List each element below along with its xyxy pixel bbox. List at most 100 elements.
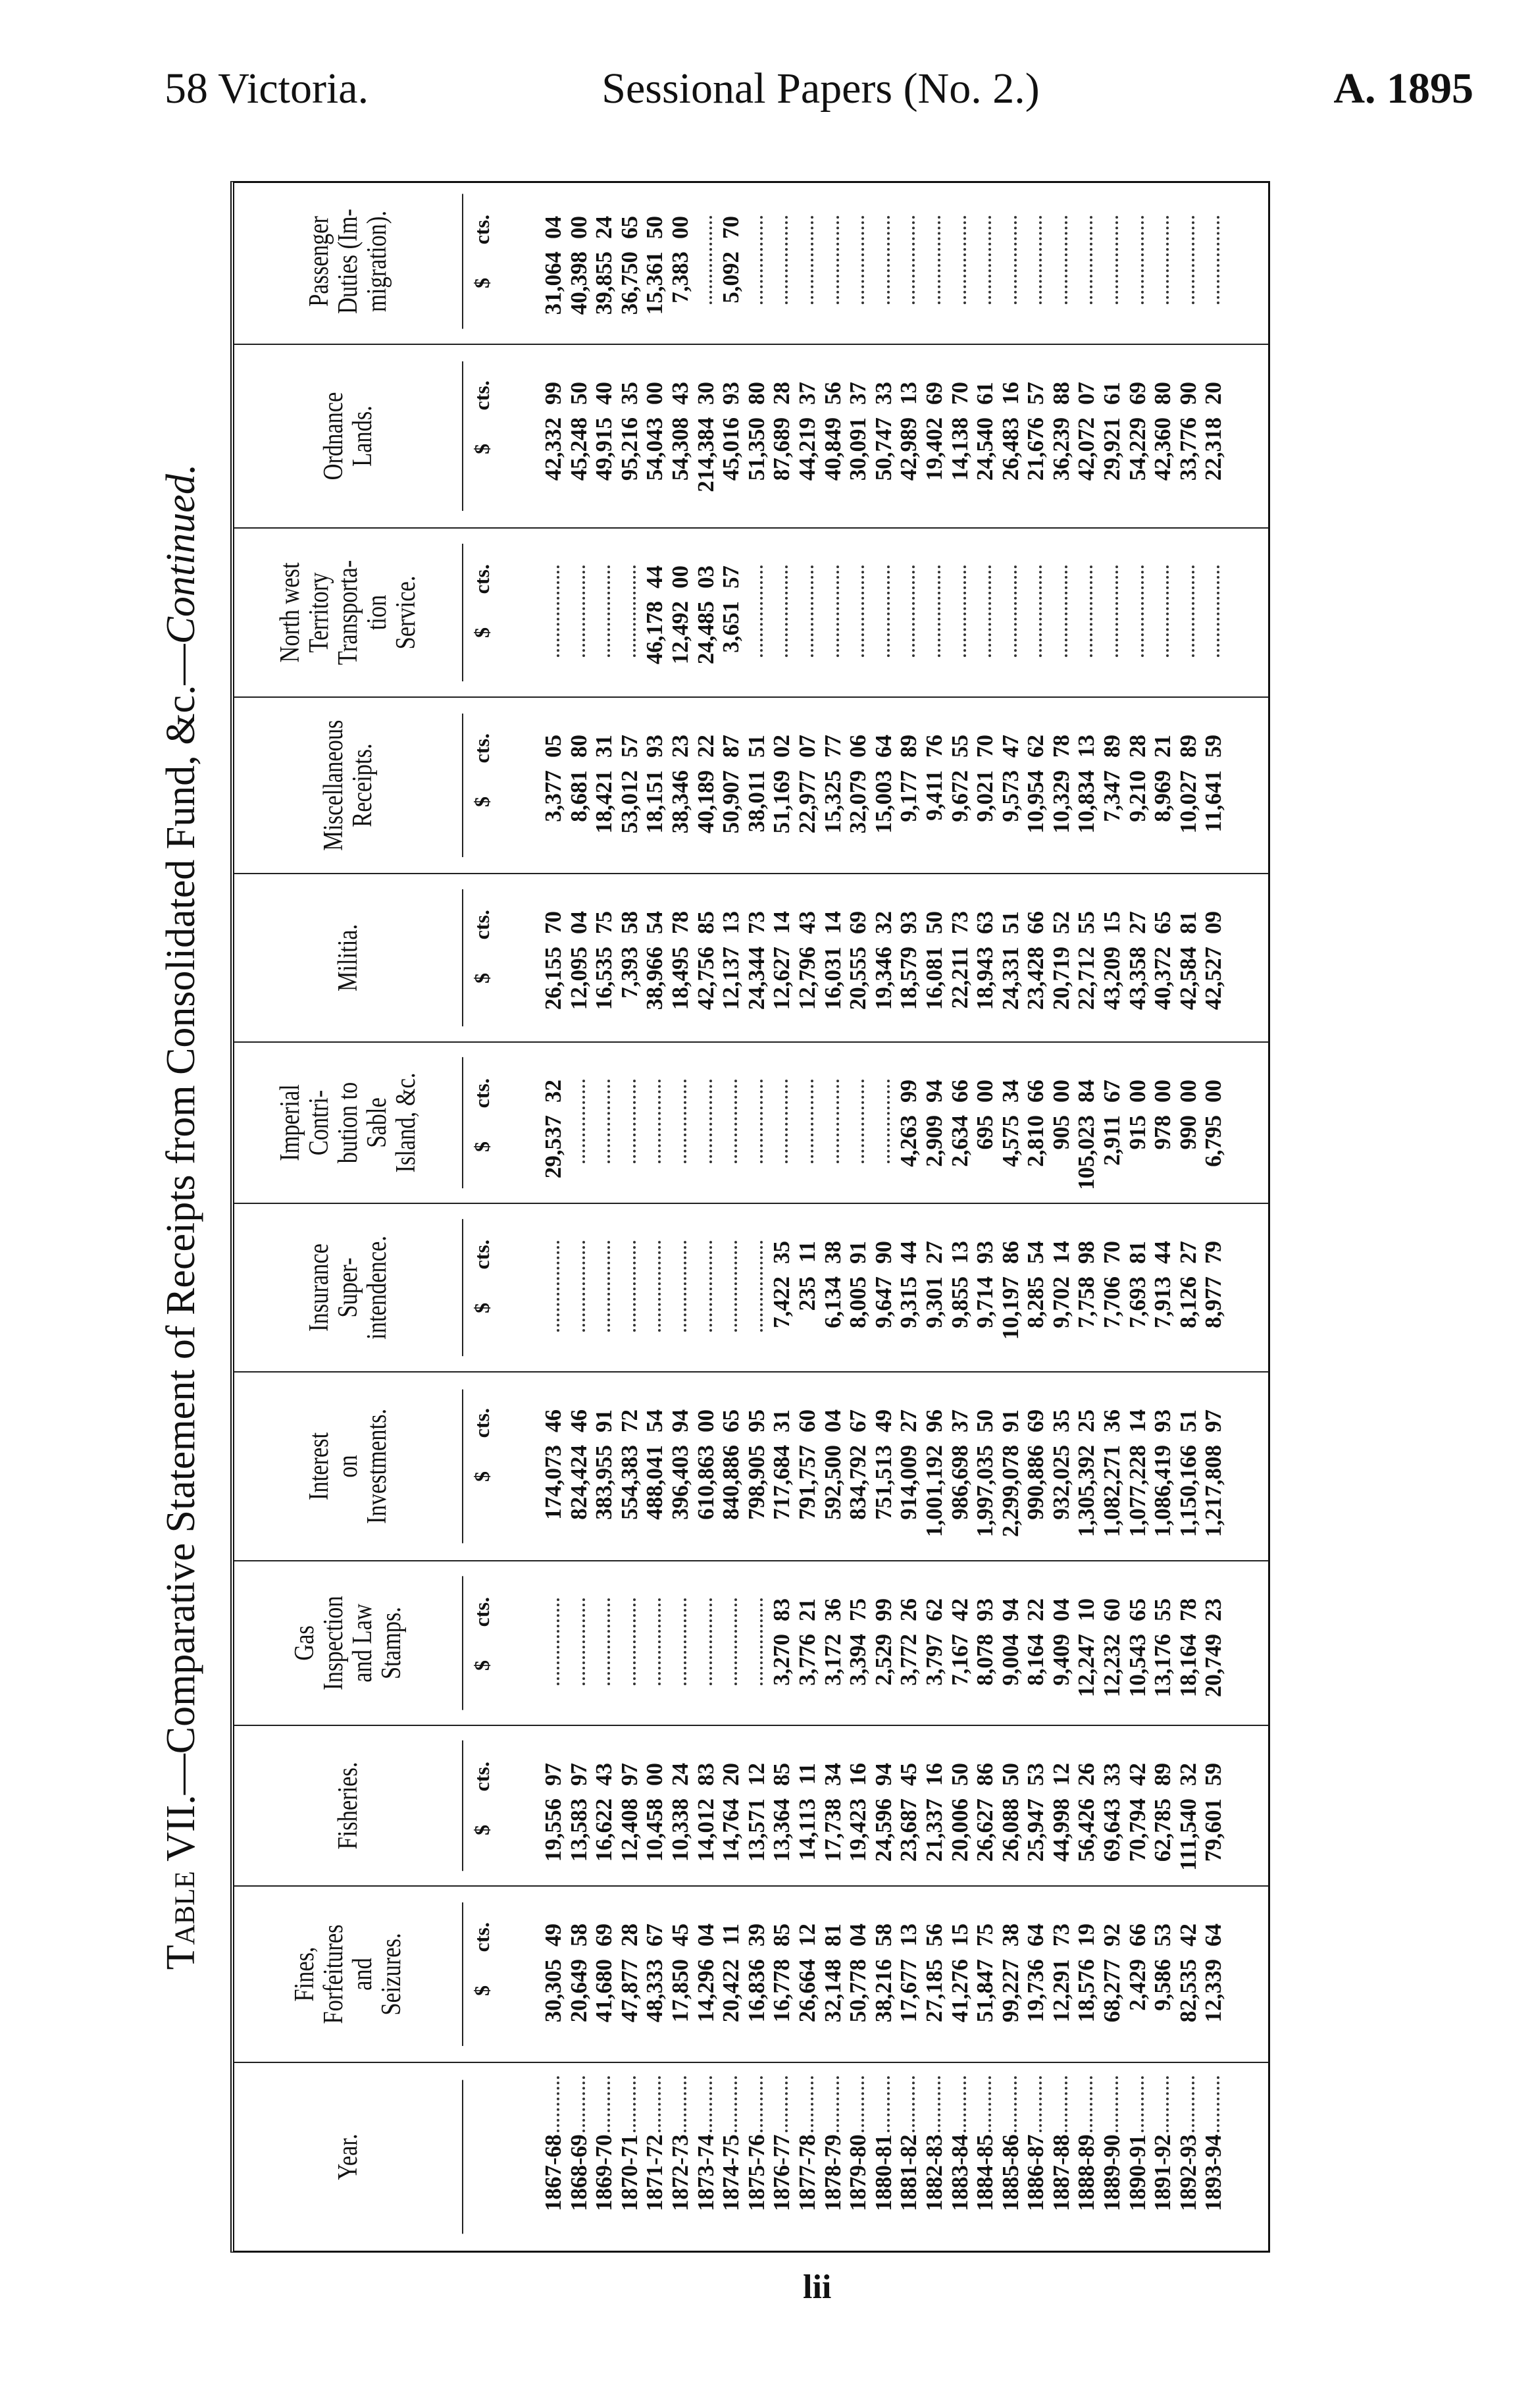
column-interest: Interest on Investments. $ cts. 174,073 46 82… bbox=[234, 1371, 1268, 1560]
dollars: 19,423 bbox=[845, 1798, 871, 1862]
cents: 66 bbox=[1124, 1924, 1150, 1947]
dollars: 791,757 bbox=[794, 1445, 820, 1520]
value-cell: 4,575 34 bbox=[998, 1043, 1024, 1203]
value-cell: 27,185 56 bbox=[921, 1887, 948, 2062]
dollars: 47,877 bbox=[616, 1959, 642, 2023]
dollars: 36,239 bbox=[1048, 417, 1074, 481]
cents: 07 bbox=[794, 735, 820, 758]
year-label: 1867-68 bbox=[540, 2130, 567, 2211]
value-cell: 12,492 00 bbox=[667, 529, 694, 696]
empty-cell bbox=[744, 1043, 770, 1203]
dollars: 20,555 bbox=[845, 947, 871, 1010]
dollars: 8,078 bbox=[972, 1634, 998, 1686]
year-label: 1875-76 bbox=[744, 2130, 770, 2211]
cents: 86 bbox=[972, 1763, 998, 1786]
dollars: 26,664 bbox=[794, 1959, 820, 2023]
dollars: 990,886 bbox=[1023, 1445, 1049, 1520]
running-head-center: Sessional Papers (No. 2.) bbox=[601, 65, 1040, 113]
value-cell: 1,086,419 93 bbox=[1150, 1373, 1176, 1560]
cents: 00 bbox=[1124, 1080, 1150, 1103]
value-cell: 3,776 21 bbox=[794, 1561, 821, 1725]
cents: 53 bbox=[1023, 1763, 1049, 1786]
dollars: 15,325 bbox=[819, 770, 846, 834]
value-cell: 41,276 15 bbox=[947, 1887, 973, 2062]
cents: 34 bbox=[819, 1763, 846, 1786]
year-label: 1885-86 bbox=[998, 2130, 1024, 2211]
year-cell: 1873-74 bbox=[693, 2063, 719, 2251]
value-cell: 29,921 61 bbox=[1099, 345, 1125, 527]
cents: 94 bbox=[870, 1763, 896, 1786]
value-cell: 13,571 12 bbox=[744, 1726, 770, 1885]
cents: 13 bbox=[946, 1241, 973, 1264]
value-cell: 18,164 78 bbox=[1175, 1561, 1202, 1725]
dollar-unit: $ bbox=[470, 797, 494, 807]
dollars: 14,113 bbox=[794, 1798, 820, 1861]
cents: 09 bbox=[1200, 911, 1227, 934]
year-label: 1876-77 bbox=[769, 2130, 795, 2211]
value-cell: 15,325 77 bbox=[819, 698, 846, 873]
dollars: 48,333 bbox=[642, 1959, 668, 2023]
cents: 57 bbox=[718, 565, 744, 589]
value-cell: 3,172 36 bbox=[820, 1561, 846, 1725]
value-cell: 79,601 59 bbox=[1200, 1726, 1227, 1885]
year-cell: 1893-94 bbox=[1200, 2063, 1227, 2251]
dollars: 38,216 bbox=[870, 1959, 896, 2023]
year-label: 1890-91 bbox=[1125, 2130, 1151, 2211]
empty-cell bbox=[567, 529, 592, 696]
cents: 50 bbox=[972, 1409, 998, 1432]
value-cell: 95,216 35 bbox=[617, 345, 643, 527]
value-cell: 7,913 44 bbox=[1150, 1204, 1176, 1371]
empty-cell bbox=[541, 1204, 567, 1371]
cents: 64 bbox=[870, 735, 896, 758]
year-label: 1868-69 bbox=[566, 2130, 592, 2211]
cents: 70 bbox=[946, 382, 973, 405]
dollars: 235 bbox=[794, 1276, 820, 1311]
cents: 25 bbox=[1073, 1409, 1100, 1432]
cents: 65 bbox=[1124, 1598, 1150, 1621]
page-folio: lii bbox=[803, 2268, 832, 2306]
value-cell: 16,031 14 bbox=[820, 874, 846, 1041]
value-cell: 9,714 93 bbox=[972, 1204, 998, 1371]
units-row: $ cts. bbox=[470, 529, 503, 696]
column-header-gas-inspection: Gas Inspection and Law Stamps. bbox=[234, 1576, 463, 1710]
value-cell: 20,749 23 bbox=[1200, 1561, 1227, 1725]
value-cell: 2,529 99 bbox=[871, 1561, 897, 1725]
value-cell: 14,764 20 bbox=[718, 1726, 744, 1885]
dollars: 6,795 bbox=[1200, 1115, 1227, 1167]
empty-cell bbox=[1100, 529, 1125, 696]
dollars: 8,681 bbox=[565, 770, 592, 822]
value-cell: 13,364 85 bbox=[769, 1726, 795, 1885]
dollar-unit: $ bbox=[470, 1303, 494, 1313]
empty-cell bbox=[617, 1204, 643, 1371]
year-cell: 1876-77 bbox=[769, 2063, 795, 2251]
year-label: 1886-87 bbox=[1023, 2130, 1049, 2211]
dollars: 42,072 bbox=[1073, 417, 1100, 481]
column-imperial-contribution: Imperial Contri- bution to Sable Island,… bbox=[234, 1041, 1268, 1203]
empty-cell bbox=[1150, 179, 1176, 344]
cents: 66 bbox=[1023, 1080, 1049, 1103]
column-header-insurance: Insurance Super- intendence. bbox=[234, 1218, 463, 1357]
empty-cell bbox=[541, 529, 567, 696]
value-cell: 26,155 70 bbox=[540, 874, 567, 1041]
empty-cell bbox=[896, 529, 922, 696]
dollars: 95,216 bbox=[616, 417, 642, 481]
dollars: 6,134 bbox=[819, 1276, 846, 1328]
dollars: 24,344 bbox=[743, 947, 769, 1010]
cents: 78 bbox=[1175, 1598, 1201, 1621]
year-label: 1877-78 bbox=[794, 2130, 821, 2211]
cents: 93 bbox=[972, 1598, 998, 1621]
value-cell: 40,849 56 bbox=[820, 345, 846, 527]
cents: 23 bbox=[667, 735, 693, 758]
value-cell: 39,855 24 bbox=[591, 179, 617, 344]
year-cell: 1877-78 bbox=[794, 2063, 821, 2251]
value-cell: 68,277 92 bbox=[1099, 1887, 1125, 2062]
value-cell: 29,537 32 bbox=[540, 1043, 567, 1203]
empty-cell bbox=[1023, 179, 1049, 344]
cents: 19 bbox=[1073, 1924, 1100, 1947]
value-cell: 10,329 78 bbox=[1048, 698, 1075, 873]
empty-cell bbox=[668, 1561, 694, 1725]
value-cell: 18,943 63 bbox=[972, 874, 998, 1041]
cents: 81 bbox=[1175, 911, 1201, 934]
cents: 16 bbox=[921, 1763, 947, 1786]
empty-cell bbox=[642, 1561, 668, 1725]
